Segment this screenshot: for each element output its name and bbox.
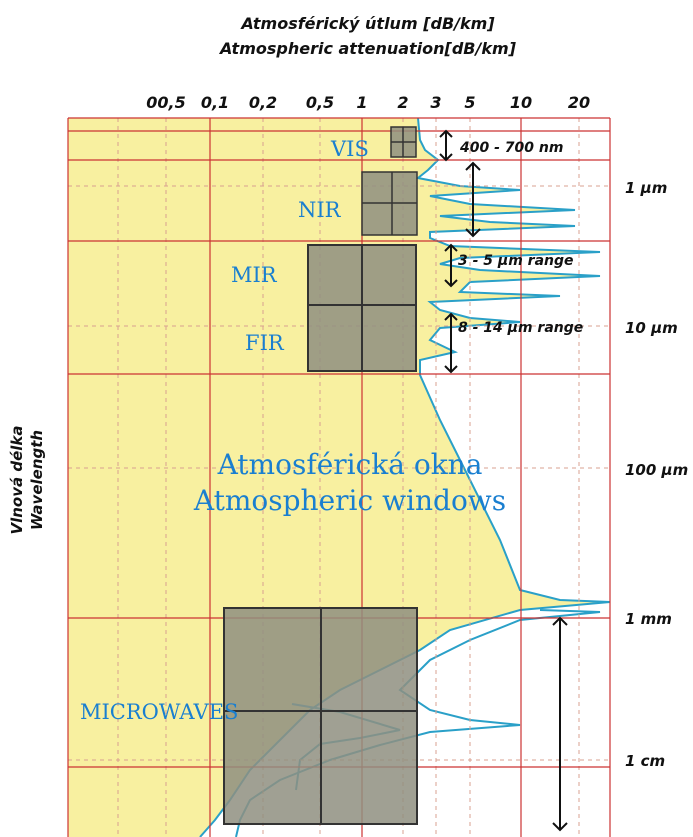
arrow-microwave-range [552,616,568,832]
x-tick-label: 3 [430,93,441,112]
vis-box [390,126,417,158]
band-label-vis: VIS [330,137,369,161]
mir-fir-box [307,244,417,372]
arrow-nir-range [465,161,481,238]
minor-grid [68,118,610,837]
range-arrows [439,129,568,832]
x-tick-label: 2 [397,93,408,112]
y-tick-label: 100 µm [625,461,688,479]
arrow-mir-range [444,243,458,288]
y-tick-label: 1 µm [625,179,667,197]
windows-label-line-2: Atmospheric windows [193,484,506,517]
x-tick-label: 0,5 [306,93,334,112]
title-line-1: Atmosférický útlum [dB/km] [239,14,495,33]
y-axis-label-line-1: Vlnová délka [8,425,26,534]
arrow-vis-range [439,129,453,162]
band-label-microwaves: MICROWAVES [80,700,238,724]
windows-label-line-1: Atmosférická okna [217,448,483,481]
x-tick-label: 5 [464,93,475,112]
absorption-curve-edge [199,117,611,837]
absorption-area [200,118,610,837]
major-grid [67,117,611,837]
title-line-2: Atmospheric attenuation[dB/km] [218,39,517,58]
y-tick-label: 10 µm [625,319,678,337]
y-tick-label: 1 cm [625,752,665,770]
y-tick-label: 1 mm [625,610,672,628]
fir-range-note: 8 - 14 µm range [458,320,583,336]
band-label-fir: FIR [245,331,285,355]
arrow-fir-range [444,312,458,374]
band-label-nir: NIR [298,198,342,222]
x-tick-label: 00,5 [146,93,185,112]
x-tick-label: 0,1 [201,93,229,112]
x-tick-label: 20 [568,93,590,112]
microwave-box [223,607,418,825]
y-axis-label-line-2: Wavelength [28,430,46,530]
vis-range-note: 400 - 700 nm [459,140,563,156]
x-tick-label: 10 [510,93,532,112]
x-tick-label: 1 [356,93,367,112]
x-tick-label: 0,2 [249,93,277,112]
nir-box [361,171,418,236]
mir-range-note: 3 - 5 µm range [458,253,574,269]
band-label-mir: MIR [231,263,278,287]
